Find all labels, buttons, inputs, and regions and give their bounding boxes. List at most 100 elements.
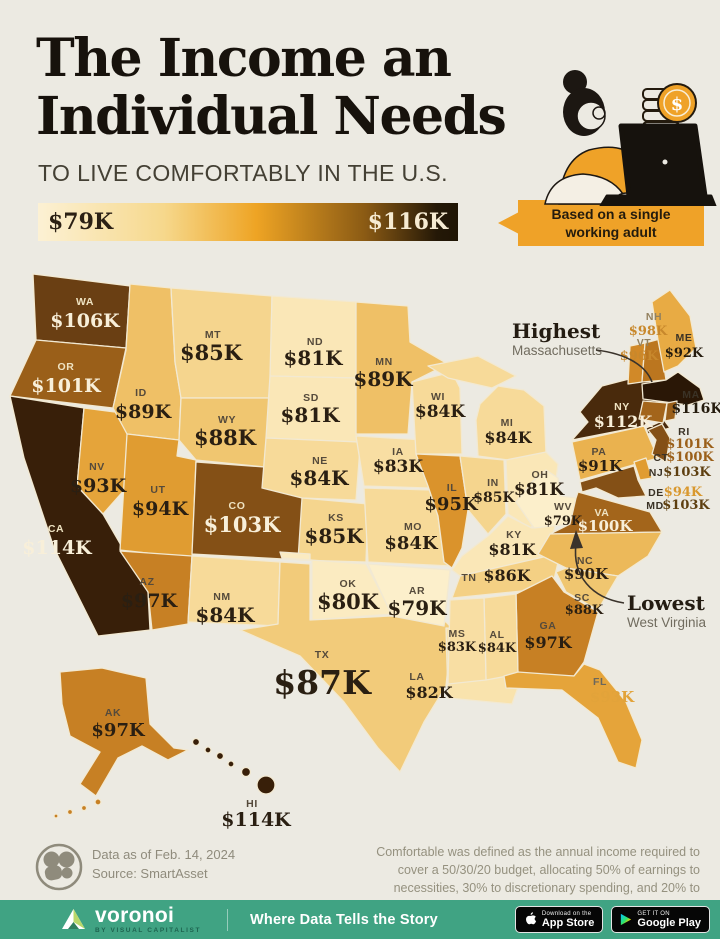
state-value-MO: $84K: [384, 533, 439, 554]
state-value-HI: $114K: [221, 809, 292, 831]
state-value-AK: $97K: [91, 720, 146, 741]
state-code-NC: NC: [577, 555, 593, 567]
state-value-KY: $81K: [488, 540, 536, 559]
title-line2: Individual Needs: [36, 86, 507, 147]
woman-illustration: $: [544, 70, 717, 206]
data-source: Source: SmartAsset: [92, 866, 208, 881]
state-shape-SC: [555, 567, 619, 611]
state-shape-HI: [227, 760, 235, 768]
state-value-MT: $85K: [180, 340, 243, 365]
state-code-GA: GA: [540, 620, 557, 632]
state-value-WA: $106K: [50, 310, 121, 332]
state-value-NC: $90K: [564, 565, 609, 583]
state-shape-HI: [204, 746, 212, 754]
state-value-PA: $91K: [578, 457, 623, 475]
state-code-SC: SC: [574, 592, 590, 604]
state-code-OK: OK: [340, 578, 357, 590]
state-code-TN: TN: [461, 572, 476, 584]
state-code-KS: KS: [328, 512, 344, 524]
state-shape-MI: [427, 355, 517, 389]
state-shape-MS: [447, 597, 487, 685]
state-code-TX: TX: [315, 649, 330, 661]
state-code-WA: WA: [76, 296, 94, 308]
state-value-SC: $88K: [565, 603, 604, 618]
state-value-WI: $84K: [415, 402, 466, 422]
state-shape-ME: [651, 289, 697, 373]
state-code-KY: KY: [506, 529, 522, 541]
state-code-NY: NY: [614, 401, 630, 413]
state-code-CO: CO: [229, 500, 246, 512]
state-value-GA: $97K: [524, 633, 572, 652]
state-shape-AK: [53, 813, 59, 819]
state-value-ND: $81K: [283, 346, 343, 370]
state-value-OK: $80K: [317, 589, 380, 614]
svg-text:$: $: [671, 94, 684, 115]
google-play-tagline: GET IT ON: [637, 910, 670, 917]
state-code-VA: VA: [594, 507, 609, 519]
state-value-TN: $86K: [483, 566, 531, 585]
state-shape-MN: [355, 301, 449, 435]
state-shape-AK: [94, 798, 102, 806]
state-shape-AK: [66, 808, 74, 816]
state-shape-MI: [475, 385, 547, 461]
state-value-NV: $93K: [70, 475, 128, 497]
legend-min-value: $79K: [48, 209, 114, 235]
state-shape-WV: [515, 469, 577, 529]
state-shape-HI: [240, 766, 252, 778]
google-play-label: Google Play: [637, 916, 701, 929]
state-shape-NJ: [647, 423, 671, 463]
state-shape-MA: [641, 371, 705, 406]
legend-max-value: $116K: [367, 209, 448, 235]
state-shape-CT: [638, 400, 668, 424]
state-value-VA: $100K: [578, 517, 634, 535]
methodology-note: Comfortable was defined as the annual in…: [376, 845, 700, 913]
page-subtitle: TO LIVE COMFORTABLY IN THE U.S.: [38, 160, 448, 186]
app-store-badge[interactable]: Download on the App Store: [514, 906, 604, 933]
voronoi-logo-icon: [62, 909, 85, 929]
state-value-UT: $94K: [132, 498, 190, 520]
state-code-AK: AK: [105, 707, 121, 719]
state-shape-HI: [191, 737, 201, 747]
state-shape-TX: [239, 561, 453, 773]
state-code-OH: OH: [532, 469, 549, 481]
state-code-MA: MA: [682, 389, 700, 401]
state-value-CA: $114K: [22, 537, 93, 559]
state-code-VT: VT: [637, 337, 652, 349]
state-code-WI: WI: [431, 391, 445, 403]
state-shape-DE: [633, 457, 653, 481]
state-value-WY: $88K: [194, 425, 257, 450]
state-value-MN: $89K: [353, 367, 413, 391]
state-value-OR: $101K: [31, 375, 102, 397]
state-code-SD: SD: [303, 392, 319, 404]
state-code-CA: CA: [48, 523, 64, 535]
state-value-KS: $85K: [304, 524, 364, 548]
state-code-NM: NM: [213, 591, 231, 603]
app-store-label: App Store: [541, 916, 595, 929]
state-value-AL: $84K: [478, 641, 517, 656]
state-code-NJ: NJ: [649, 467, 664, 479]
state-value-MD: $103K: [662, 498, 710, 513]
state-shape-HI: [256, 775, 276, 795]
state-value-LA: $82K: [405, 683, 453, 702]
state-value-RI: $101K: [666, 437, 714, 452]
dollar-coin-icon: $: [657, 83, 697, 123]
state-code-ND: ND: [307, 336, 323, 348]
state-code-ME: ME: [676, 332, 693, 344]
state-value-AR: $79K: [387, 596, 447, 620]
brand-name: voronoi: [95, 903, 175, 927]
google-play-badge[interactable]: GET IT ON Google Play: [611, 906, 710, 933]
page-title: The Income an Individual Needs: [36, 30, 507, 147]
state-code-WV: WV: [554, 501, 572, 513]
state-shape-NY: [571, 371, 661, 441]
callout-bubble: Based on a single working adult: [498, 200, 704, 246]
state-code-MD: MD: [646, 500, 664, 512]
state-code-HI: HI: [246, 798, 258, 810]
us-choropleth-map: WA$106KOR$101KCA$114KNV$93KID$89KMT$85KW…: [9, 273, 720, 831]
footer-bar: voronoi BY VISUAL CAPITALIST Where Data …: [0, 900, 720, 939]
state-value-MI: $84K: [484, 428, 532, 447]
state-value-VT: $96K: [620, 349, 659, 364]
state-value-OH: $81K: [514, 480, 565, 500]
states-layer: [9, 273, 705, 819]
state-shape-MD: [579, 465, 647, 499]
state-value-TX: $87K: [273, 663, 372, 702]
